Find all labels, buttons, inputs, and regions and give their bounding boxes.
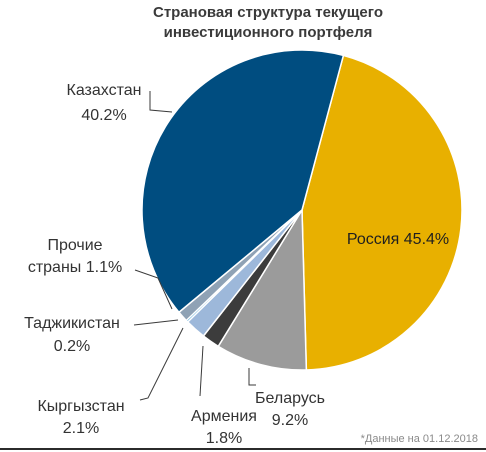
label-belarus-name: Беларусь	[255, 390, 325, 407]
label-russia: Россия 45.4%	[347, 231, 449, 248]
label-others-line-2: страны 1.1%	[28, 259, 122, 276]
label-kyrgyzstan-value: 2.1%	[63, 420, 99, 437]
pie-slice-6	[141, 49, 345, 313]
bottom-divider	[0, 448, 486, 450]
label-armenia-name: Армения	[191, 408, 257, 425]
label-tajikistan-name: Таджикистан	[24, 315, 120, 332]
leader-kyrgyzstan	[139, 327, 184, 401]
label-tajikistan-value: 0.2%	[54, 338, 90, 355]
leader-others	[134, 269, 173, 310]
label-belarus-value: 9.2%	[272, 412, 308, 429]
leader-kazakhstan	[149, 91, 173, 113]
label-others-line-1: Прочие	[47, 237, 102, 254]
pie-slice-0	[301, 54, 463, 371]
pie-slices	[141, 49, 463, 371]
label-armenia-value: 1.8%	[206, 430, 242, 447]
leader-armenia	[199, 345, 204, 397]
data-date-note: *Данные на 01.12.2018	[361, 433, 478, 445]
pie-slice-1	[217, 209, 308, 371]
leader-tajikistan	[133, 319, 179, 326]
chart-title-line-1: Страновая структура текущего	[153, 4, 383, 21]
label-kazakhstan-name: Казахстан	[67, 82, 142, 99]
label-kazakhstan-value: 40.2%	[81, 107, 126, 124]
chart-title-line-2: инвестиционного портфеля	[164, 24, 373, 41]
label-kyrgyzstan-name: Кыргызстан	[37, 398, 124, 415]
leader-belarus	[248, 368, 256, 386]
